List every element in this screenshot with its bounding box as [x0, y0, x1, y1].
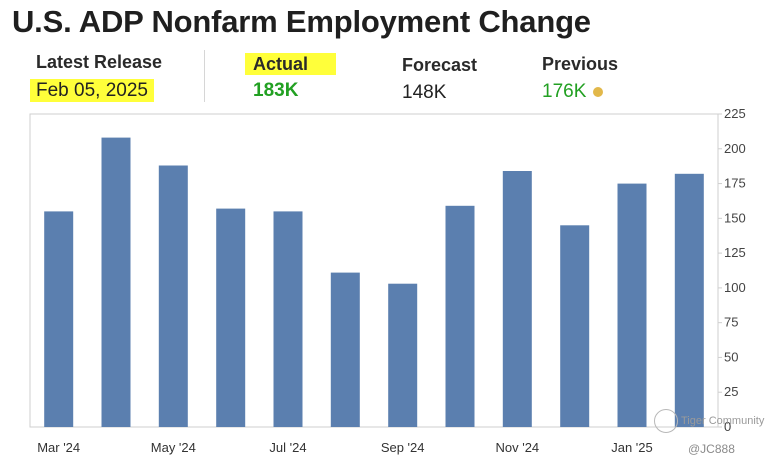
forecast-value: 148K — [402, 82, 447, 103]
bar-nov-24 — [502, 171, 532, 427]
plot-frame — [29, 113, 719, 428]
previous-label: Previous — [542, 54, 619, 74]
y-tick-label: 175 — [724, 176, 746, 191]
previous-block: Previous 176K — [542, 54, 618, 103]
page-title: U.S. ADP Nonfarm Employment Change — [12, 4, 591, 39]
plot-border — [29, 113, 719, 428]
actual-value-block: 183K — [253, 80, 298, 102]
bar-feb-25 — [674, 173, 704, 427]
x-tick-label: Jan '25 — [611, 440, 653, 455]
previous-value-row: 176K — [542, 81, 618, 103]
x-tick-label: May '24 — [151, 440, 196, 455]
x-tick-label: Jul '24 — [269, 440, 306, 455]
bar-apr-24 — [101, 137, 131, 427]
y-tick-label: 225 — [724, 106, 746, 121]
y-axis-ticks: 0 25 50 75 100 125 150 175 200 225 — [718, 106, 746, 434]
previous-dot-icon — [593, 86, 604, 97]
y-tick-label: 75 — [724, 315, 738, 330]
watermark-user: @JC888 — [688, 442, 735, 456]
bar-mar-24 — [44, 211, 74, 427]
x-tick-label: Sep '24 — [381, 440, 425, 455]
y-tick-label: 200 — [724, 141, 746, 156]
x-tick-label: Nov '24 — [495, 440, 539, 455]
bar-oct-24 — [445, 205, 475, 427]
tiger-logo-icon — [654, 409, 678, 433]
y-tick-label: 100 — [724, 280, 746, 295]
bar-jun-24 — [216, 208, 246, 427]
forecast-block: Forecast 148K — [402, 55, 477, 104]
y-tick-label: 150 — [724, 210, 746, 225]
bar-dec-24 — [560, 225, 590, 427]
latest-release-block: Latest Release — [36, 52, 162, 73]
actual-label: Actual — [245, 53, 337, 75]
bar-sep-24 — [388, 283, 418, 427]
bar-may-24 — [158, 165, 188, 427]
y-tick-label: 50 — [724, 349, 738, 364]
y-tick-label: 125 — [724, 245, 746, 260]
y-tick-label: 0 — [724, 419, 731, 434]
latest-release-value: Feb 05, 2025 — [30, 79, 154, 102]
bars — [44, 137, 704, 427]
y-tick-label: 25 — [724, 384, 738, 399]
bar-aug-24 — [330, 272, 360, 427]
latest-release-value-block: Feb 05, 2025 — [30, 79, 154, 102]
latest-release-label: Latest Release — [36, 52, 163, 72]
x-axis-ticks: Mar '24 May '24 Jul '24 Sep '24 Nov '24 Jan '… — [37, 440, 653, 455]
forecast-label: Forecast — [402, 55, 478, 75]
watermark-brand-text: Tiger Community — [681, 414, 765, 427]
previous-value: 176K — [542, 81, 587, 102]
bar-jul-24 — [273, 211, 303, 427]
watermark-brand: Tiger Community — [654, 409, 764, 433]
actual-value: 183K — [253, 80, 299, 101]
bar-jan-25 — [617, 183, 647, 427]
header-divider — [204, 50, 205, 102]
x-tick-label: Mar '24 — [37, 440, 80, 455]
actual-label-block: Actual — [245, 53, 337, 75]
